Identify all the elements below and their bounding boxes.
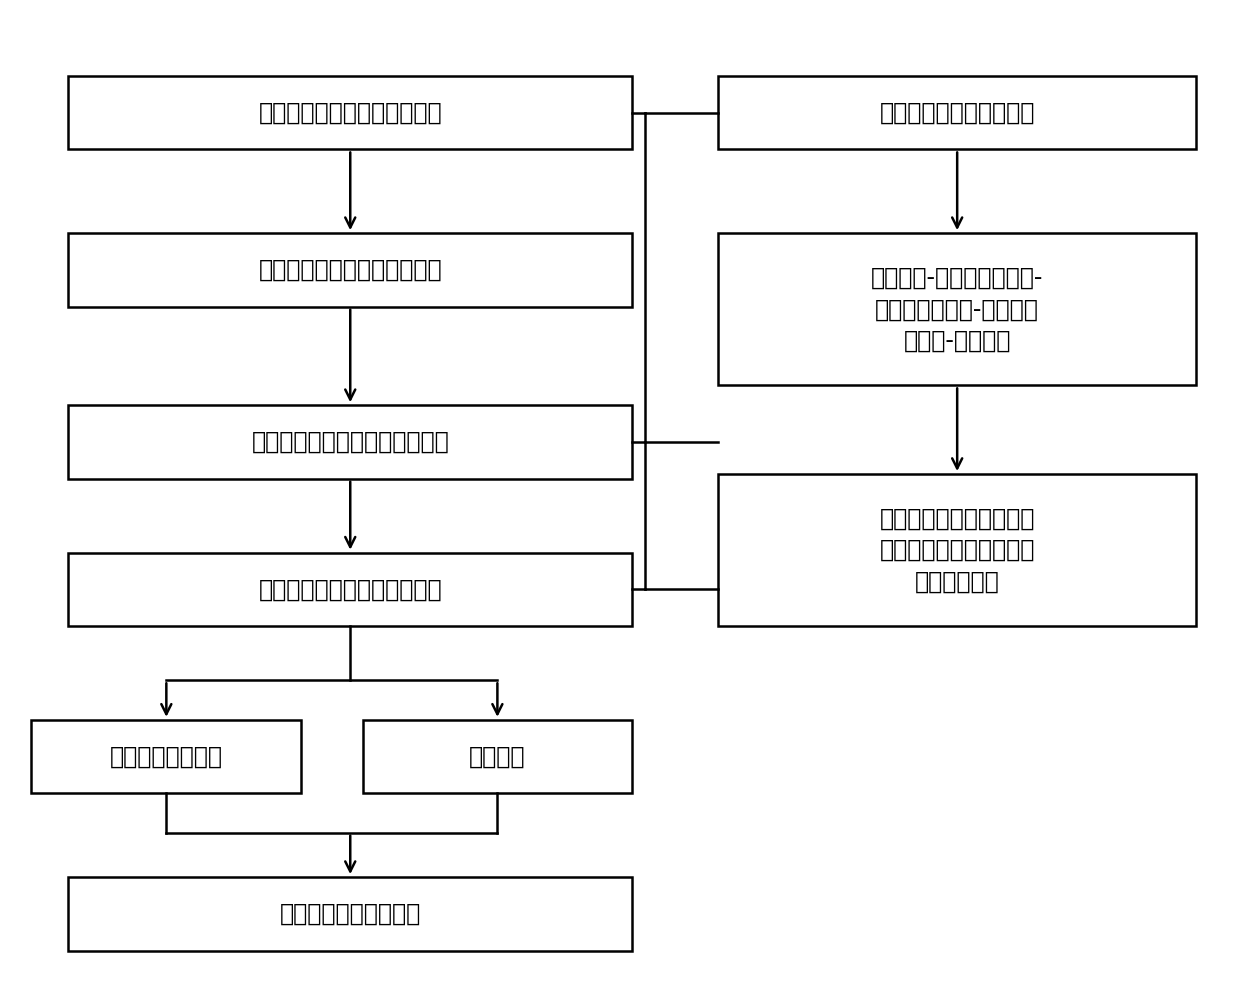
Text: 构造电流-电流块树、电流-
电荷块树、电荷-电流块树
及电荷-电荷块树: 构造电流-电流块树、电流- 电荷块树、电荷-电流块树 及电荷-电荷块树 [870, 265, 1043, 353]
Bar [68, 877, 632, 951]
Bar [718, 76, 1197, 150]
Bar [362, 720, 632, 794]
Bar [68, 552, 632, 626]
Text: 获取所需电磁特性参数: 获取所需电磁特性参数 [280, 902, 420, 926]
Text: 执行叠层矩阵的上下三角分解: 执行叠层矩阵的上下三角分解 [258, 577, 443, 601]
Text: 迭代解法的预条件: 迭代解法的预条件 [110, 745, 223, 769]
Text: 构造电流簇树和电荷簇树: 构造电流簇树和电荷簇树 [879, 101, 1035, 125]
Text: 基于低频多层快速多极子
技术和重压缩方法生成叠
层矩阵表达式: 基于低频多层快速多极子 技术和重压缩方法生成叠 层矩阵表达式 [879, 506, 1035, 593]
Bar [68, 76, 632, 150]
Text: 构造系统矩阵的叠层矩阵表达式: 构造系统矩阵的叠层矩阵表达式 [252, 430, 449, 454]
Text: 直接解法: 直接解法 [469, 745, 526, 769]
Bar [718, 474, 1197, 626]
Bar [718, 233, 1197, 386]
Bar [31, 720, 301, 794]
Text: 低频修正消除系统矩阵奇异性: 低频修正消除系统矩阵奇异性 [258, 258, 443, 282]
Bar [68, 233, 632, 307]
Bar [68, 405, 632, 479]
Text: 建立增量型电场积分方程系统: 建立增量型电场积分方程系统 [258, 101, 443, 125]
